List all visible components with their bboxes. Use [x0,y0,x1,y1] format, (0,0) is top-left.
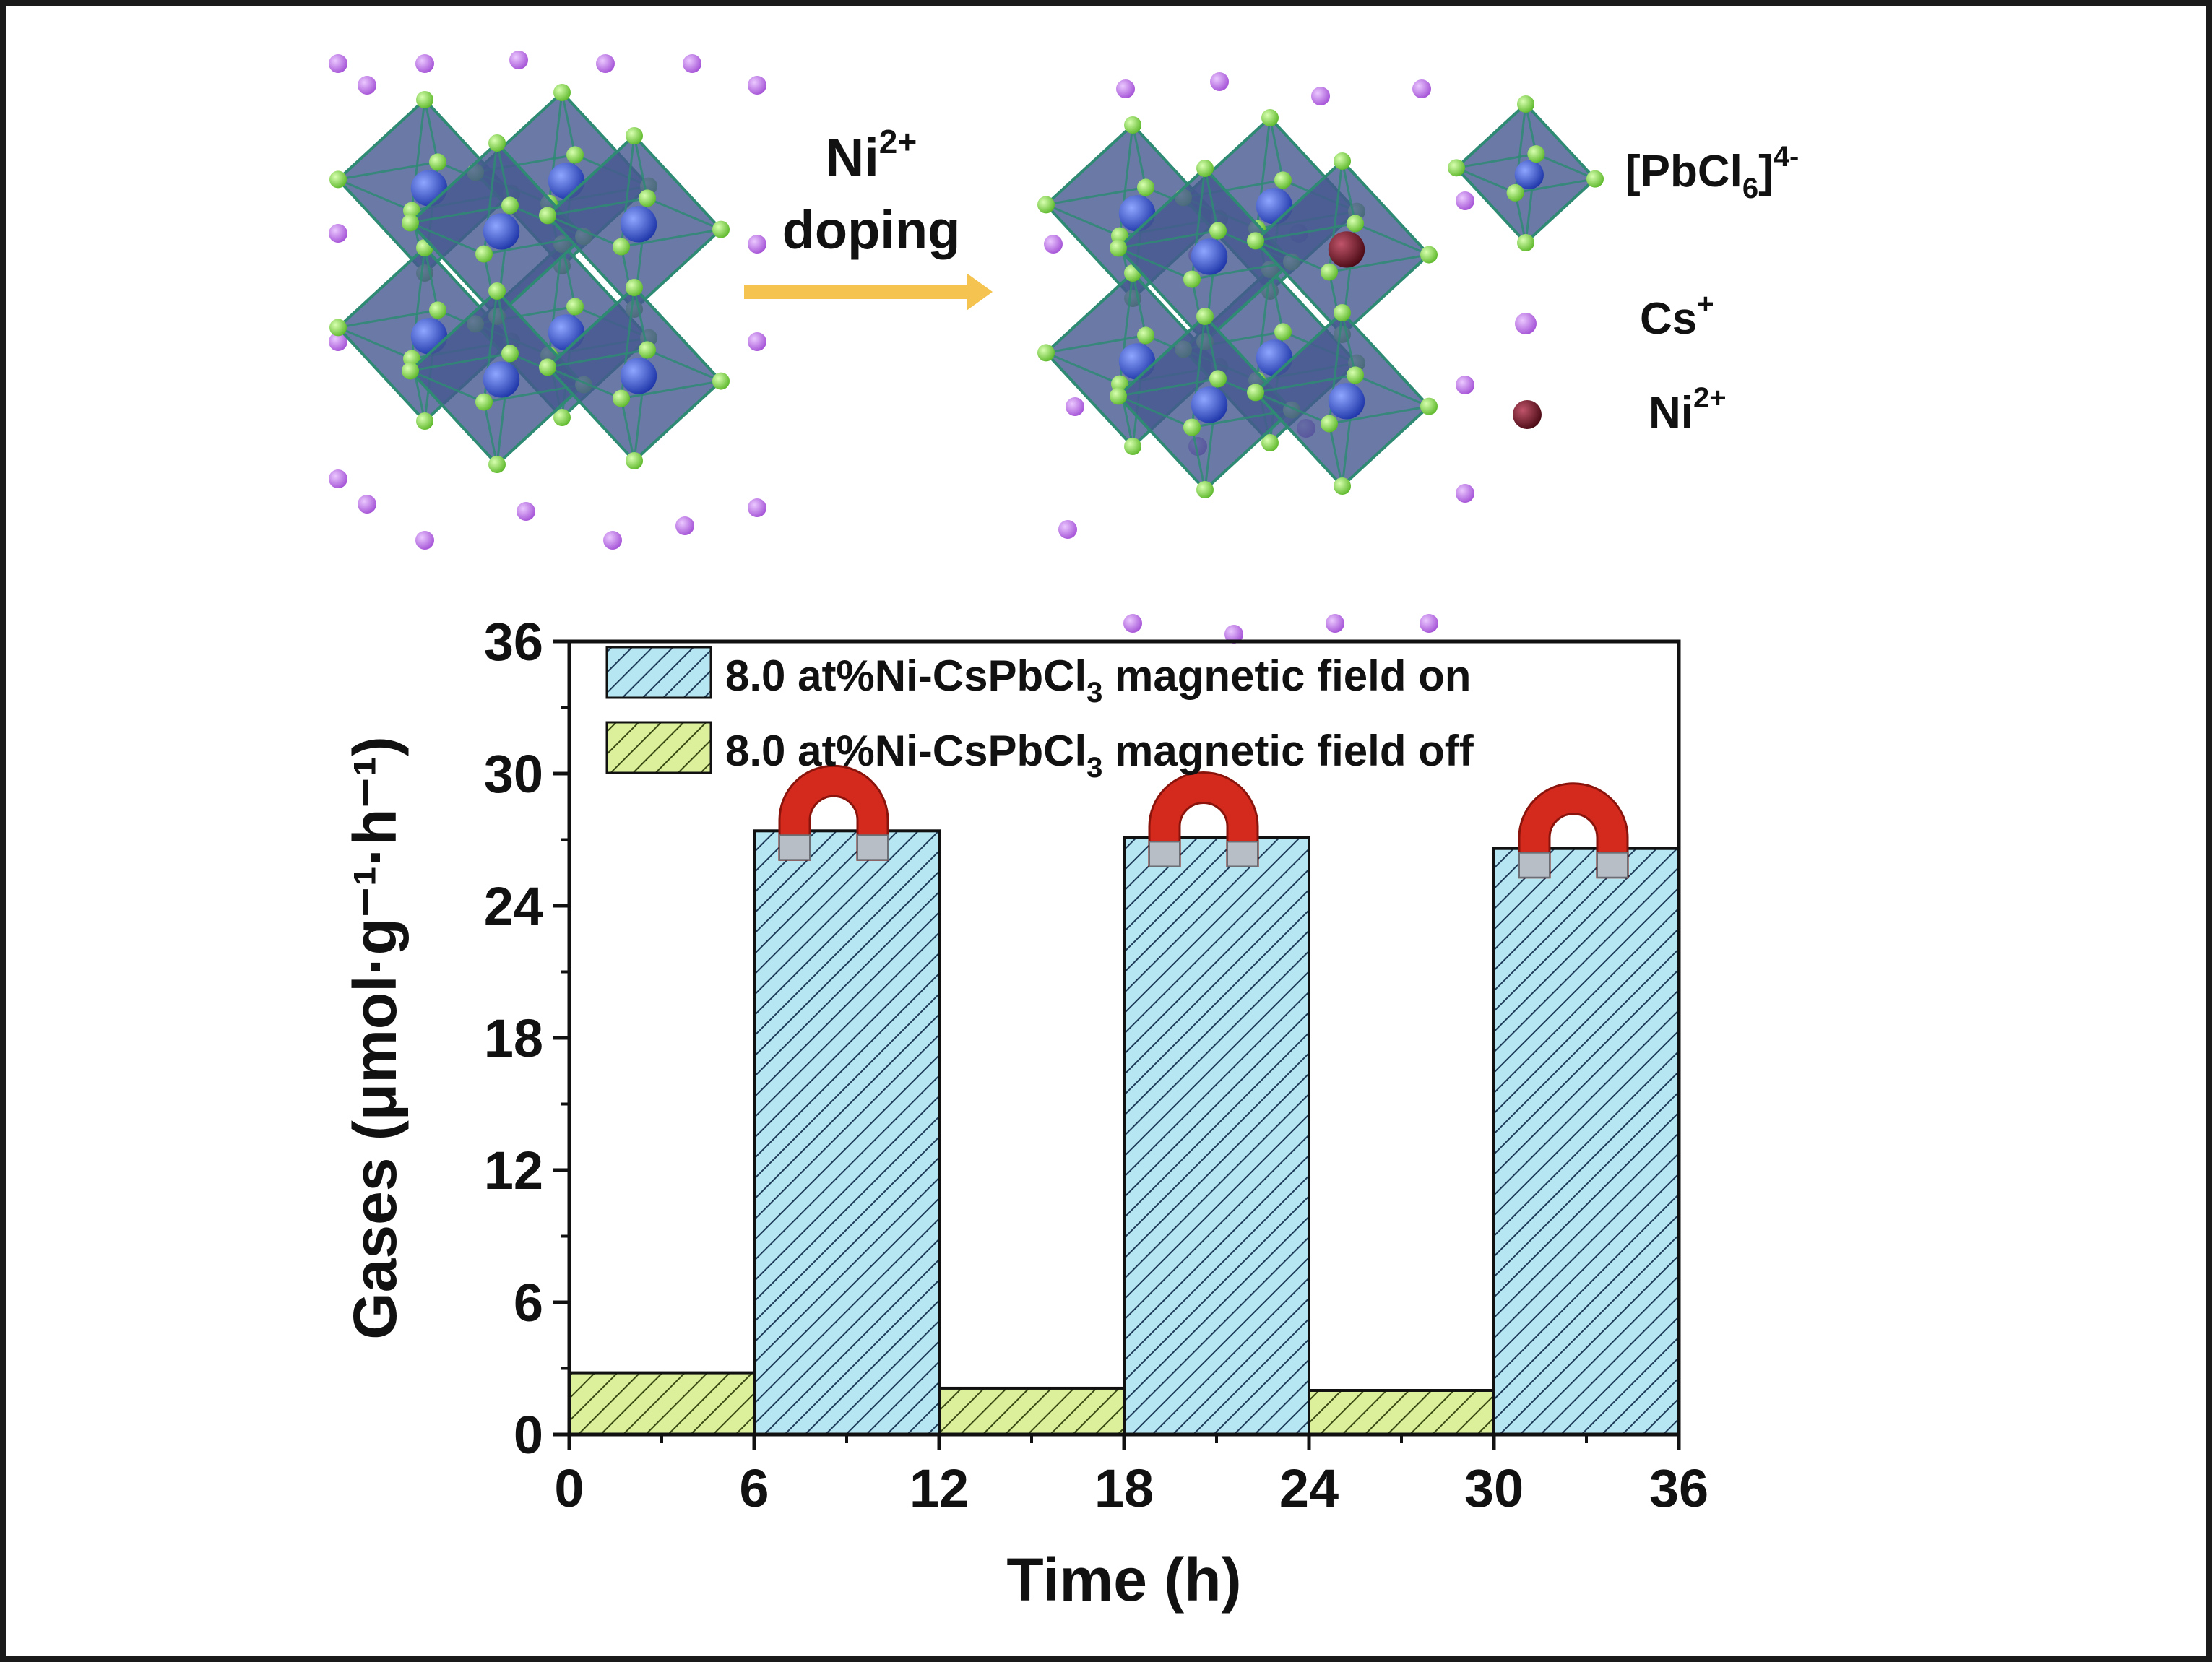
ni-ion-dot-icon [1513,400,1542,429]
y-tick-label: 24 [484,876,543,936]
figure-canvas: Ni2+ doping [PbCl6]4- Cs+ Ni2+ 0 6 12 18 24 3… [329,51,1799,1614]
y-tick-label: 36 [484,612,543,672]
bar [568,1371,756,1436]
x-axis: 0 6 12 18 24 30 36 [554,1434,1708,1518]
x-tick-label: 24 [1279,1458,1339,1518]
legend-label-pbcl6: [PbCl6]4- [1625,141,1799,204]
bar [1123,836,1310,1436]
x-tick-label: 18 [1094,1458,1154,1518]
x-tick-label: 36 [1649,1458,1708,1518]
legend-label-cs: Cs+ [1640,288,1714,344]
doping-arrow [744,273,993,311]
octahedron-icon [1448,95,1604,251]
octahedron-front [1247,304,1438,495]
magnet-annotations [778,764,1629,879]
x-tick-label: 0 [554,1458,584,1518]
y-tick-label: 18 [484,1008,543,1068]
legend-swatch-field-on [605,646,712,699]
cs-ion-dot-icon [1515,313,1537,334]
bar-chart: 0 6 12 18 24 30 36 0 6 12 18 24 30 36 Time (h) Gases… [341,612,1708,1614]
legend-swatch-field-off [605,721,712,774]
bar [1492,847,1680,1436]
legend-label-ni: Ni2+ [1649,382,1727,438]
octahedron-icon [1448,95,1604,251]
y-tick-label: 0 [514,1405,543,1465]
lattice-undoped [329,51,766,550]
y-tick-label: 30 [484,744,543,804]
magnet-icon [1148,771,1259,867]
x-tick-label: 12 [910,1458,969,1518]
arrow-label-doping: doping [782,200,961,260]
magnet-icon [1518,782,1629,879]
x-tick-label: 6 [739,1458,769,1518]
chart-legend: 8.0 at%Ni-CsPbCl3 magnetic field on 8.0 … [605,646,1474,784]
y-axis-label: Gases (μmol·g⁻¹·h⁻¹) [341,736,409,1339]
bar [753,829,941,1437]
bar [1308,1389,1495,1436]
x-axis-label: Time (h) [1006,1546,1241,1614]
series-field-off [568,1371,1495,1436]
legend-label-field-on: 8.0 at%Ni-CsPbCl3 magnetic field on [725,652,1471,709]
x-tick-label: 30 [1464,1458,1524,1518]
lattice-ni-doped [1037,72,1474,644]
arrow-label-ni: Ni2+ [826,123,917,188]
y-axis: 0 6 12 18 24 30 36 [484,612,569,1465]
octahedron-front [539,279,730,469]
y-tick-label: 6 [514,1273,543,1333]
series-field-on [753,829,1680,1437]
bar [938,1386,1126,1436]
magnet-icon [778,764,889,861]
y-tick-label: 12 [484,1141,543,1200]
legend-label-field-off: 8.0 at%Ni-CsPbCl3 magnetic field off [725,727,1474,784]
